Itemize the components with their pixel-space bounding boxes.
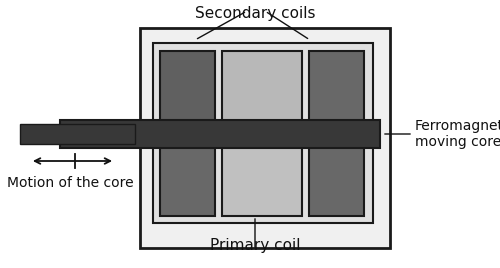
Text: Primary coil: Primary coil <box>210 238 300 253</box>
Text: Secondary coils: Secondary coils <box>195 6 316 21</box>
Bar <box>140 28 390 248</box>
Bar <box>60 120 380 148</box>
Bar <box>222 141 302 216</box>
Text: Motion of the core: Motion of the core <box>6 176 134 190</box>
Bar <box>309 141 364 216</box>
Bar <box>153 133 373 223</box>
Bar <box>153 43 373 133</box>
Bar <box>309 51 364 126</box>
Text: Ferromagnetic
moving core: Ferromagnetic moving core <box>415 119 500 149</box>
Bar <box>20 124 135 144</box>
Bar <box>160 51 215 126</box>
Bar <box>222 51 302 126</box>
Bar <box>160 141 215 216</box>
